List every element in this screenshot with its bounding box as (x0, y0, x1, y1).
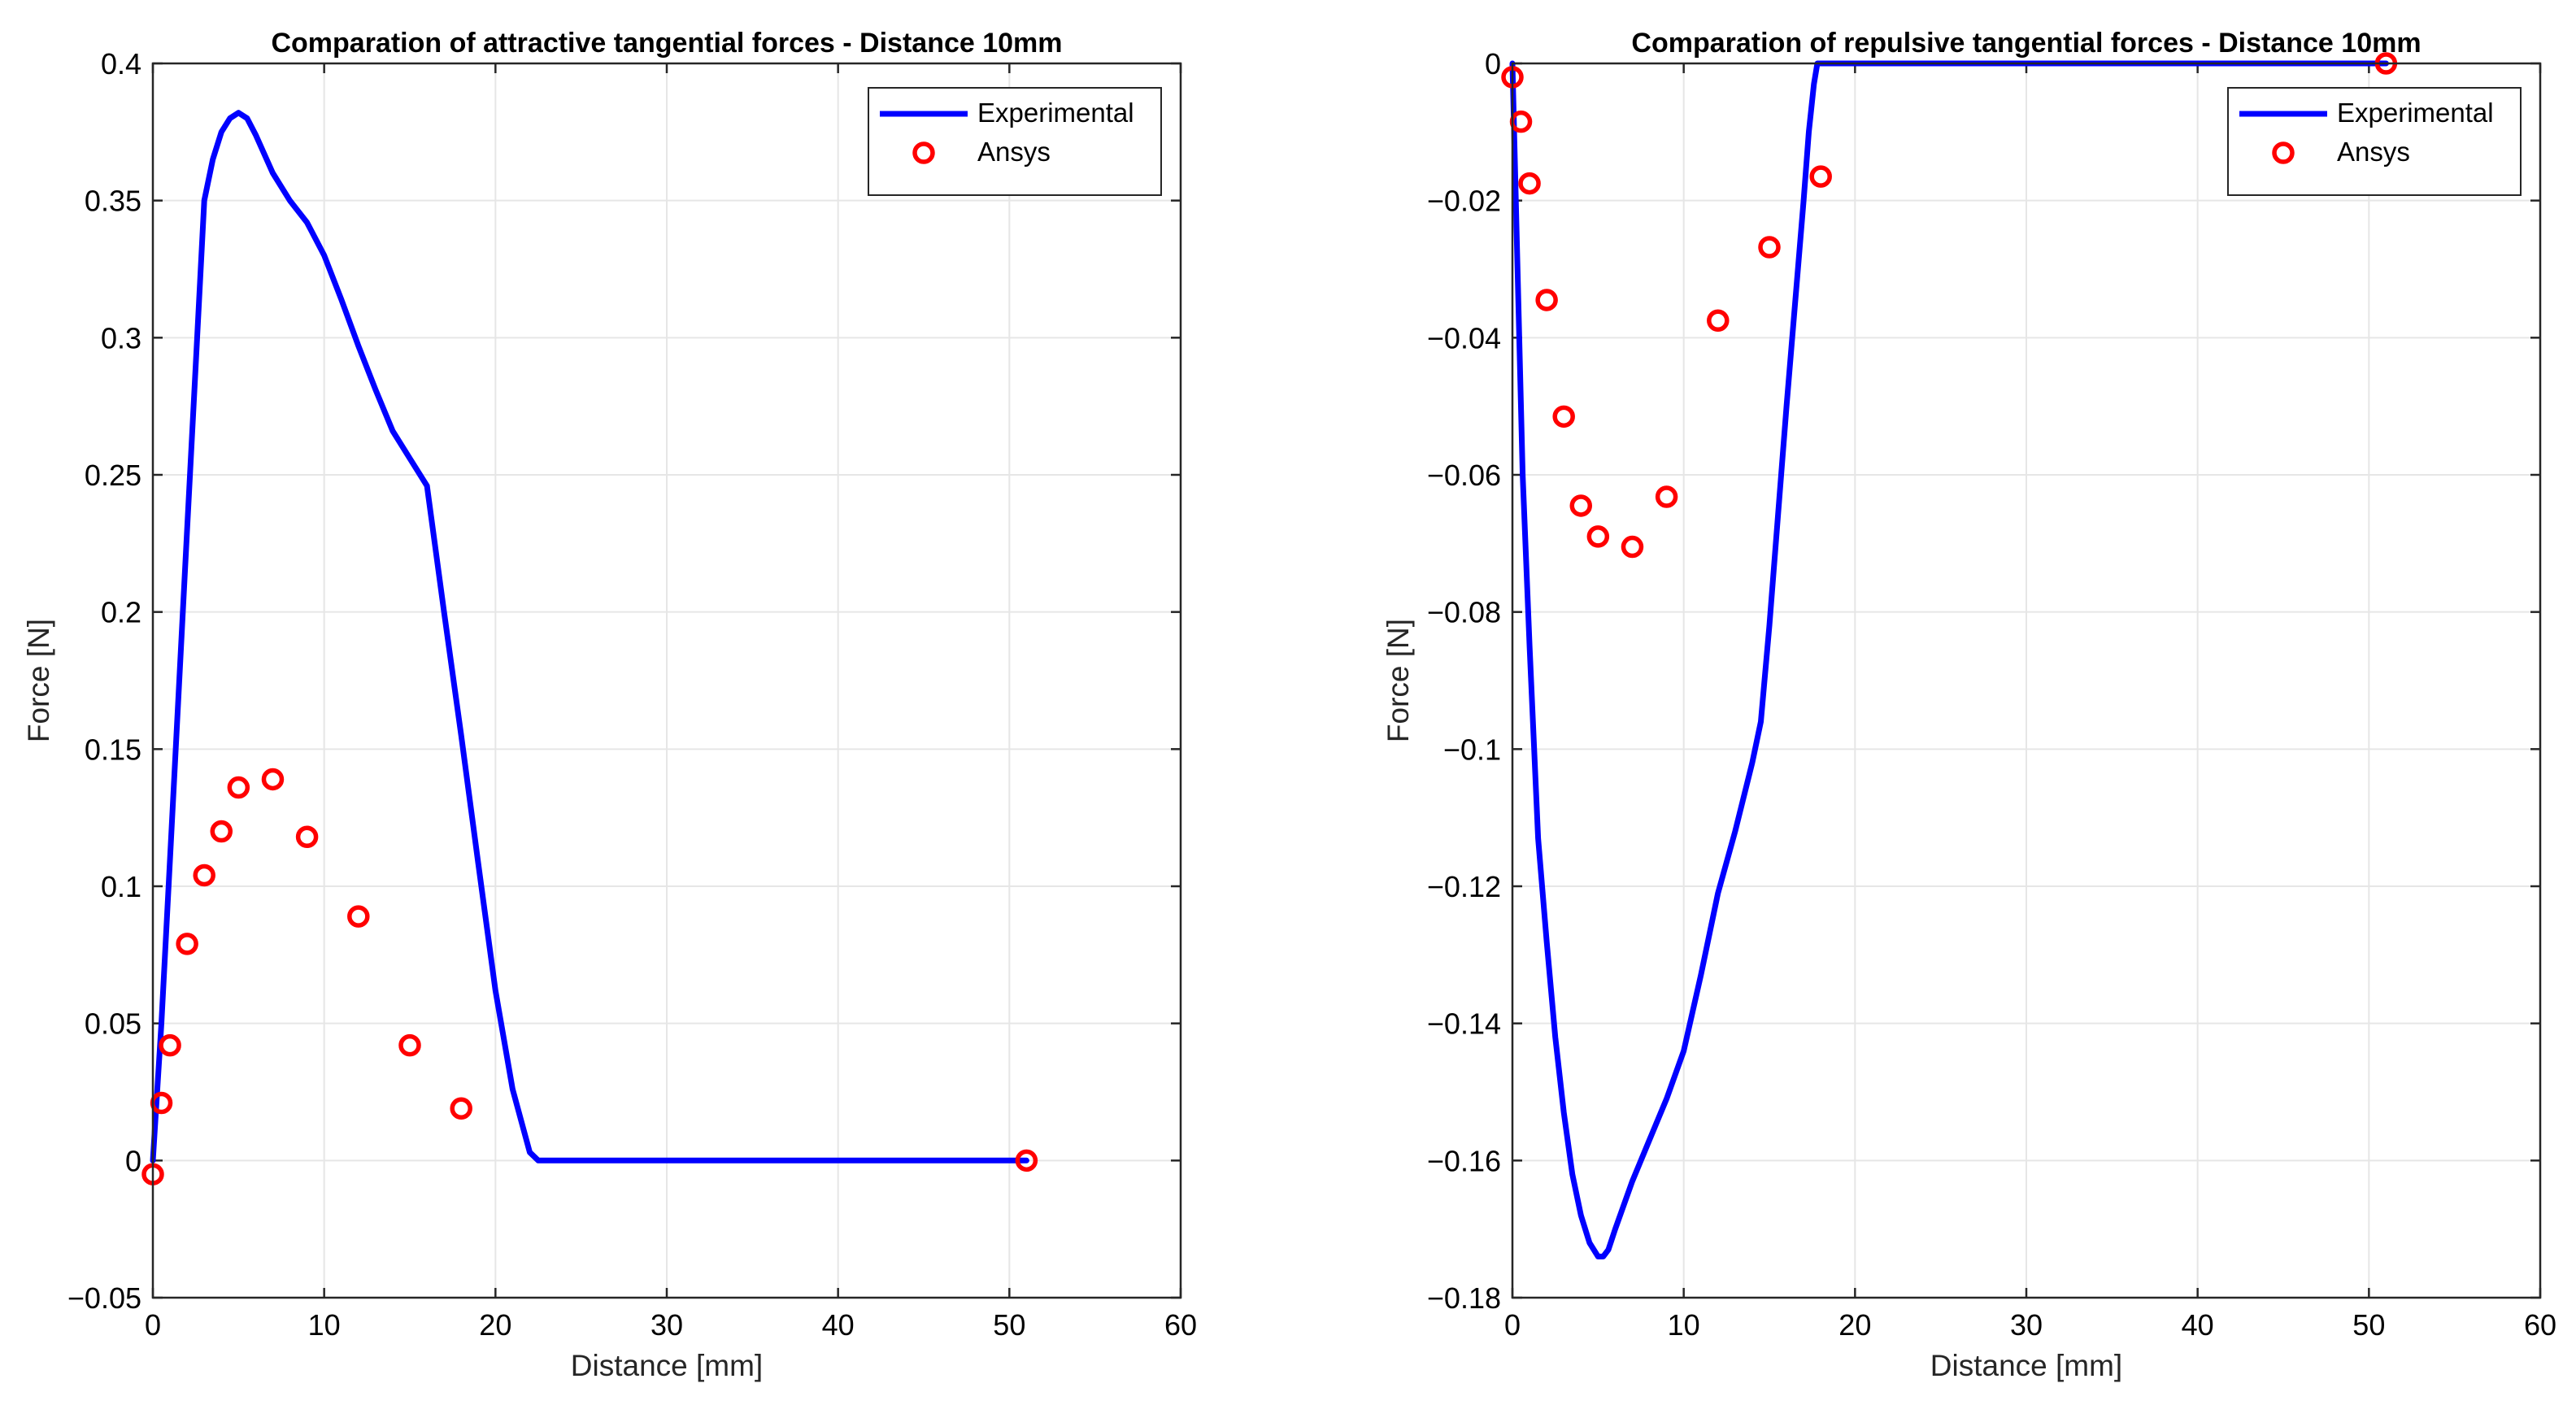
chart-attractive-x-tick-label: 60 (1164, 1308, 1197, 1342)
chart-repulsive-x-tick-label: 20 (1838, 1308, 1871, 1342)
chart-attractive-ansys-point (398, 1033, 421, 1057)
chart-attractive-y-tick-label: 0.15 (85, 733, 141, 766)
chart-repulsive-x-tick-label: 10 (1668, 1308, 1700, 1342)
chart-repulsive-title: Comparation of repulsive tangential forc… (1631, 28, 2421, 59)
chart-repulsive-ansys-point (1518, 172, 1541, 195)
chart-repulsive-ansys-point (1569, 494, 1593, 517)
chart-attractive-y-tick-label: 0.05 (85, 1007, 141, 1041)
chart-repulsive-y-tick-label: −0.02 (1427, 185, 1501, 218)
chart-repulsive-legend-box (2227, 87, 2522, 196)
chart-repulsive-y-tick-label: −0.06 (1427, 459, 1501, 492)
chart-attractive-x-tick-label: 30 (651, 1308, 683, 1342)
chart-repulsive-y-axis-label: Force [N] (1382, 619, 1415, 742)
chart-attractive: 0 10 20 30 40 50 60−0.0500.050.10.150.20.250.3… (22, 28, 1197, 1382)
chart-repulsive-x-tick-label: 50 (2352, 1308, 2385, 1342)
chart-attractive-ansys-point (347, 905, 370, 928)
chart-repulsive-legend-label: Experimental (2337, 98, 2494, 128)
chart-repulsive-axes-frame (1511, 62, 2542, 1299)
chart-repulsive-ansys-point (1586, 525, 1610, 548)
chart-attractive-x-axis-label: Distance [mm] (571, 1349, 763, 1382)
chart-repulsive-ansys-point (1809, 165, 1832, 188)
chart-repulsive-ansys-point (1655, 485, 1678, 508)
chart-repulsive-series-experimental-line (1509, 60, 2389, 1259)
chart-repulsive-y-tick-label: −0.16 (1427, 1144, 1501, 1177)
chart-attractive-x-tick-label: 20 (479, 1308, 511, 1342)
chart-attractive-legend-box (868, 87, 1162, 196)
chart-repulsive-ansys-point (1535, 289, 1558, 311)
chart-attractive-x-tick-label: 40 (822, 1308, 855, 1342)
chart-repulsive-legend: Experimental Ansys (2227, 87, 2522, 196)
chart-attractive-x-tick-label: 0 (145, 1308, 161, 1342)
chart-attractive-title: Comparation of attractive tangential for… (271, 28, 1062, 59)
chart-attractive-y-axis-label: Force [N] (22, 619, 55, 742)
chart-repulsive-y-tick-label: −0.08 (1427, 596, 1501, 629)
chart-repulsive-y-tick-label: −0.04 (1427, 321, 1501, 355)
chart-repulsive-x-tick-label: 40 (2182, 1308, 2214, 1342)
chart-attractive-ansys-point (227, 776, 250, 799)
chart-attractive-series-experimental-line (150, 110, 1029, 1164)
chart-attractive-legend-label: Ansys (977, 137, 1051, 167)
chart-repulsive-x-tick-label: 60 (2524, 1308, 2556, 1342)
chart-attractive-y-tick-label: 0.35 (85, 185, 141, 218)
chart-attractive-y-tick-label: 0 (125, 1144, 141, 1177)
chart-attractive-legend-marker-swatch (912, 141, 935, 164)
chart-repulsive-legend-label: Ansys (2337, 137, 2410, 167)
chart-attractive-y-tick-label: 0.25 (85, 459, 141, 492)
chart-repulsive-y-tick-label: −0.12 (1427, 870, 1501, 903)
chart-repulsive-ansys-point (1758, 236, 1781, 259)
chart-repulsive-y-tick-label: −0.18 (1427, 1281, 1501, 1315)
chart-repulsive-ansys-point (1552, 405, 1575, 428)
chart-repulsive-x-tick-label: 0 (1504, 1308, 1521, 1342)
chart-attractive-ansys-point (261, 768, 285, 791)
chart-attractive-ansys-point (210, 820, 233, 843)
chart-attractive-x-tick-label: 10 (308, 1308, 341, 1342)
chart-repulsive-y-tick-label: 0 (1485, 47, 1501, 80)
chart-repulsive-y-tick-label: −0.14 (1427, 1007, 1501, 1041)
chart-repulsive: 0 10 20 30 40 50 60 −0.18 −0.16 −0.14 −0.12 −0.1 −0.… (1382, 28, 2556, 1382)
chart-repulsive-x-tick-label: 30 (2010, 1308, 2043, 1342)
chart-attractive-ansys-point (193, 863, 215, 887)
chart-repulsive-ansys-point (1621, 535, 1644, 559)
chart-attractive-y-tick-label: −0.05 (67, 1281, 141, 1315)
chart-attractive-x-tick-label: 50 (993, 1308, 1025, 1342)
chart-repulsive-y-tick-label: −0.1 (1443, 733, 1501, 766)
chart-attractive-y-tick-label: 0.2 (101, 596, 141, 629)
chart-attractive-y-tick-label: 0.1 (101, 870, 141, 903)
chart-attractive-axes-frame (151, 62, 1182, 1299)
chart-repulsive-ansys-point (1707, 309, 1730, 332)
chart-attractive-ansys-point (1015, 1149, 1038, 1172)
chart-attractive-legend-label: Experimental (977, 98, 1134, 128)
chart-attractive-ansys-point (295, 825, 319, 849)
chart-attractive-y-tick-label: 0.4 (101, 47, 141, 80)
chart-attractive-ansys-point (450, 1097, 472, 1120)
chart-attractive-ansys-point (176, 933, 198, 955)
chart-attractive-legend: Experimental Ansys (868, 87, 1162, 196)
chart-attractive-ansys-point (159, 1033, 181, 1057)
chart-repulsive-legend-marker-swatch (2272, 141, 2295, 164)
chart-attractive-y-tick-label: 0.3 (101, 321, 141, 355)
chart-repulsive-x-axis-label: Distance [mm] (1930, 1349, 2122, 1382)
